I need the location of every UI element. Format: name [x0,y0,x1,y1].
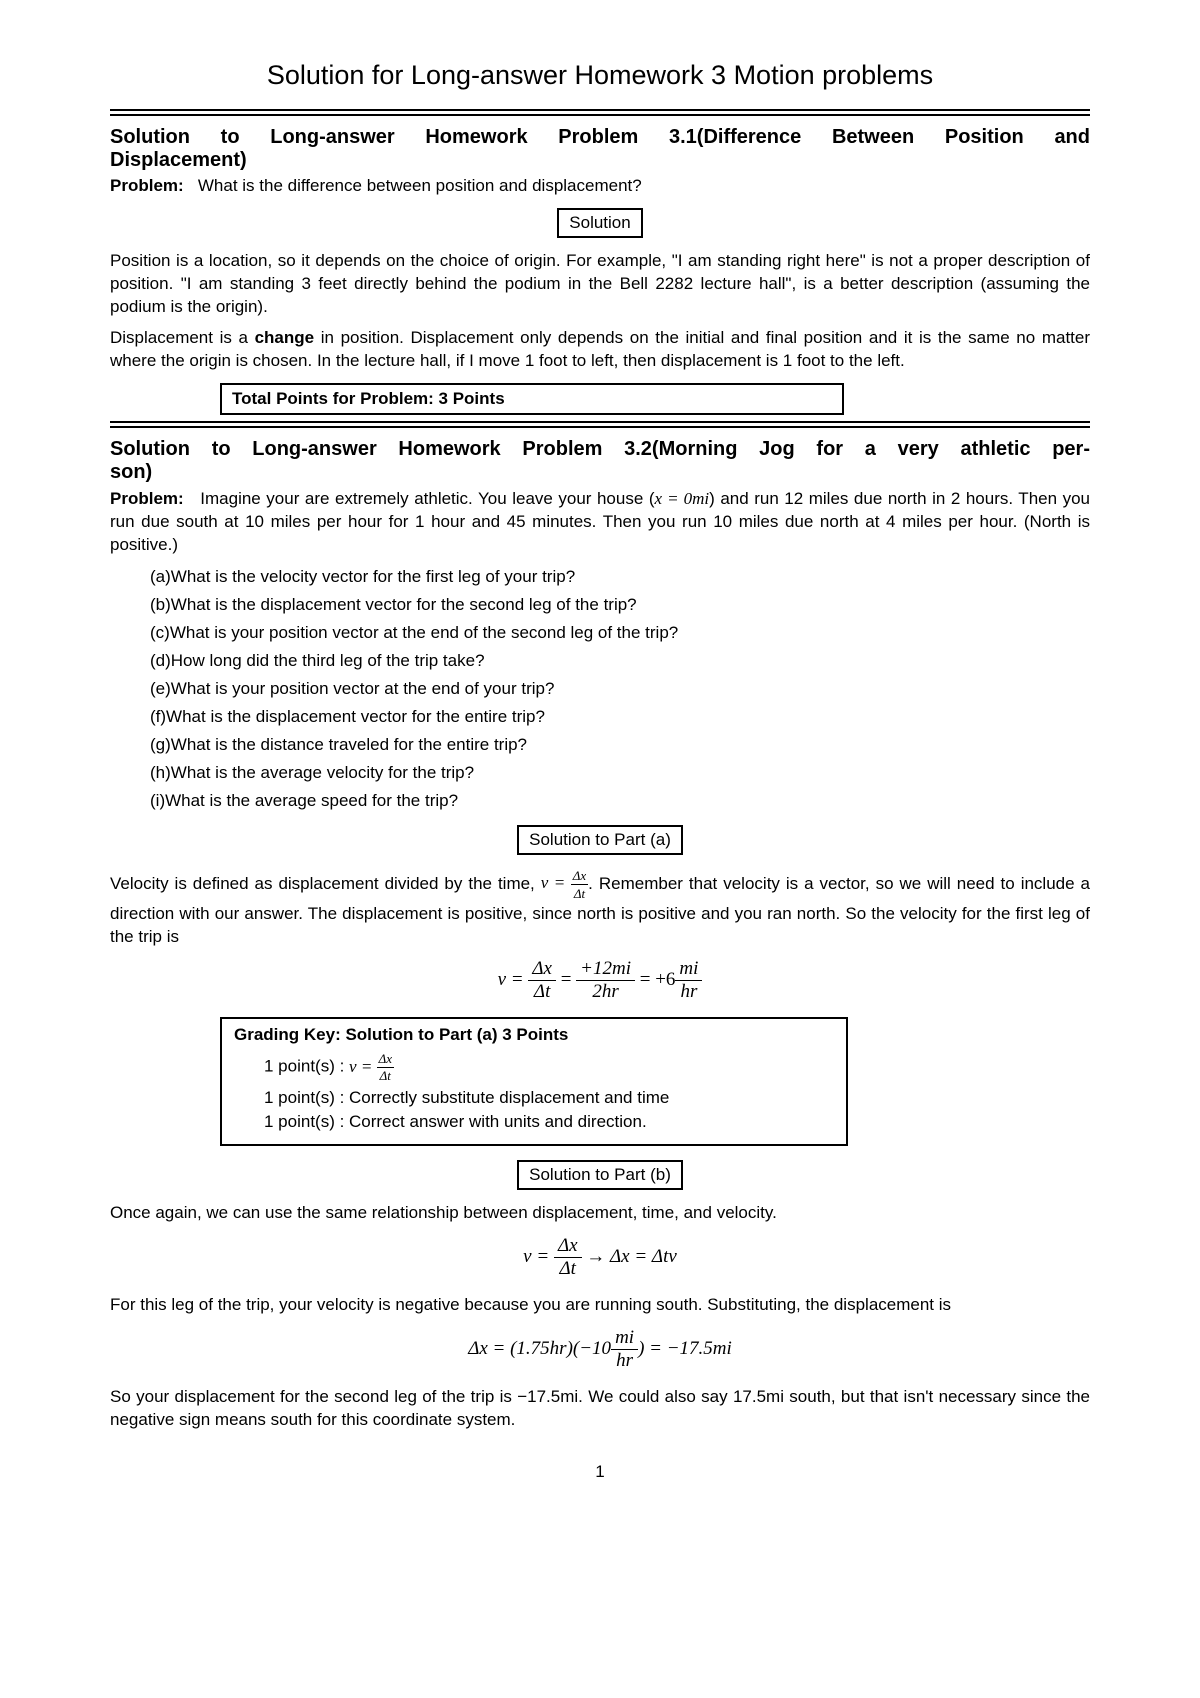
solution-text: Displacement is a change in position. Di… [110,327,1090,373]
inline-fraction: ΔxΔt [571,867,588,903]
question-item: (f)What is the displacement vector for t… [150,707,1090,727]
part-a-box: Solution to Part (a) [517,825,683,855]
inline-math: v = ΔxΔt [541,873,588,892]
eq-lhs: v = [523,1246,554,1267]
grading-title: Grading Key: Solution to Part (a) 3 Poin… [234,1025,834,1045]
section-divider [110,421,1090,428]
part-a-text: Velocity is defined as displacement divi… [110,867,1090,949]
v-eq: v = [349,1057,377,1076]
eq-rhs: = +6 [640,969,676,990]
inline-math: v = ΔxΔt [349,1057,394,1076]
numerator: mi [611,1327,638,1350]
equation-display: v = Δx Δt = +12mi 2hr = +6 mi hr [110,958,1090,1003]
denominator: hr [611,1350,638,1372]
grading-item: 1 point(s) : Correct answer with units a… [264,1112,834,1132]
grading-item: 1 point(s) : v = ΔxΔt [264,1051,834,1084]
problem-31-statement: Problem: What is the difference between … [110,176,1090,196]
question-item: (g)What is the distance traveled for the… [150,735,1090,755]
denominator: Δt [554,1258,582,1280]
inline-fraction: ΔxΔt [377,1051,394,1084]
page: Solution for Long-answer Homework 3 Moti… [0,0,1200,1522]
section-divider [110,109,1090,116]
numerator: mi [675,958,702,981]
grading-items: 1 point(s) : v = ΔxΔt 1 point(s) : Corre… [234,1051,834,1132]
problem-label: Problem: [110,176,184,195]
problem-32-title: Solution to Long-answer Homework Problem… [110,438,1090,484]
part-a-label-wrap: Solution to Part (a) [110,821,1090,859]
problem-text: What is the difference between position … [198,176,642,195]
question-item: (c)What is your position vector at the e… [150,623,1090,643]
unit-fraction: mi hr [675,958,702,1003]
eq-rhs: → Δx = Δtv [586,1246,677,1267]
question-item: (i)What is the average speed for the tri… [150,791,1090,811]
equation-display: v = Δx Δt → Δx = Δtv [110,1235,1090,1280]
inline-math: x = 0mi [655,489,710,508]
numerator: Δx [528,958,556,981]
total-points-box: Total Points for Problem: 3 Points [220,383,844,415]
grading-text: 1 point(s) : [264,1057,349,1076]
page-number: 1 [110,1462,1090,1482]
problem-32-statement: Problem: Imagine your are extremely athl… [110,488,1090,557]
eq-lhs: v = [498,969,529,990]
grading-item: 1 point(s) : Correctly substitute displa… [264,1088,834,1108]
grading-key-box: Grading Key: Solution to Part (a) 3 Poin… [220,1017,848,1146]
part-b-box: Solution to Part (b) [517,1160,683,1190]
numerator: +12mi [576,958,635,981]
title-line: son) [110,461,152,483]
denominator: Δt [528,981,556,1003]
numerator: Δx [554,1235,582,1258]
question-item: (e)What is your position vector at the e… [150,679,1090,699]
equation-display: Δx = (1.75hr)(−10 mi hr ) = −17.5mi [110,1327,1090,1372]
bold-word: change [255,328,315,347]
title-line: Displacement) [110,149,247,171]
solution-box: Solution [557,208,642,238]
fraction: Δx Δt [554,1235,582,1280]
title-line: Solution to Long-answer Homework Problem… [110,438,1090,461]
document-title: Solution for Long-answer Homework 3 Moti… [110,60,1090,91]
question-item: (a)What is the velocity vector for the f… [150,567,1090,587]
question-list: (a)What is the velocity vector for the f… [150,567,1090,811]
question-item: (d)How long did the third leg of the tri… [150,651,1090,671]
part-b-text: For this leg of the trip, your velocity … [110,1294,1090,1317]
problem-31-title: Solution to Long-answer Homework Problem… [110,126,1090,172]
question-item: (b)What is the displacement vector for t… [150,595,1090,615]
part-b-label-wrap: Solution to Part (b) [110,1156,1090,1194]
solution-text: Position is a location, so it depends on… [110,250,1090,319]
eq-text: Δx = (1.75hr)(−10 [468,1338,611,1359]
solution-label-wrap: Solution [110,204,1090,242]
v-eq: v = [541,873,571,892]
eq-text: ) = −17.5mi [638,1338,732,1359]
title-line: Solution to Long-answer Homework Problem… [110,126,1090,149]
denominator: 2hr [576,981,635,1003]
fraction: Δx Δt [528,958,556,1003]
part-b-text: Once again, we can use the same relation… [110,1202,1090,1225]
unit-fraction: mi hr [611,1327,638,1372]
text-fragment: Velocity is defined as displacement divi… [110,873,541,892]
part-b-text: So your displacement for the second leg … [110,1386,1090,1432]
question-item: (h)What is the average velocity for the … [150,763,1090,783]
denominator: hr [675,981,702,1003]
problem-label: Problem: [110,489,184,508]
problem-text-a: Imagine your are extremely athletic. You… [200,489,654,508]
text-fragment: Displacement is a [110,328,255,347]
fraction: +12mi 2hr [576,958,635,1003]
